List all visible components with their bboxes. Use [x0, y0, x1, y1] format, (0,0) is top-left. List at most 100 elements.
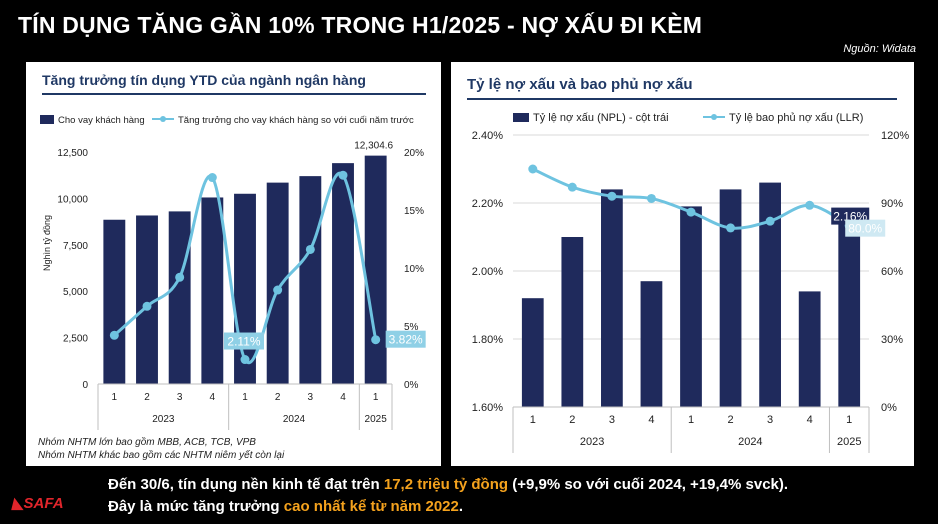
line-point-4	[646, 193, 656, 203]
bar-4	[640, 281, 663, 407]
y-tick-label: 12,500	[57, 148, 88, 159]
legend-line-label: Tăng trưởng cho vay khách hàng so với cu…	[178, 115, 414, 126]
x-tick-label: 3	[177, 392, 183, 403]
note-1: Nhóm NHTM lớn bao gồm MBB, ACB, TCB, VPB	[38, 437, 256, 448]
x-tick-label: 2	[144, 392, 150, 403]
x-tick-label: 2	[275, 392, 281, 403]
credit-growth-panel: Tăng trưởng tín dụng YTD của ngành ngân …	[26, 62, 441, 466]
line-point-3	[607, 191, 617, 201]
line-last-label: 80.0%	[848, 221, 882, 235]
bar-2	[136, 215, 158, 384]
logo-mark: ◣	[12, 495, 24, 512]
y2-tick-label: 15%	[404, 206, 424, 217]
y-tick-label: 7,500	[63, 241, 88, 252]
line-point-6	[726, 223, 736, 233]
bar-1	[103, 219, 126, 384]
group-label: 2024	[738, 436, 762, 448]
footer-line-2-b: .	[458, 498, 464, 515]
legend-bar-swatch	[40, 115, 54, 124]
x-tick-label: 1	[688, 414, 694, 426]
x-tick-label: 1	[112, 392, 118, 403]
safa-logo: ◣SAFA	[12, 494, 64, 512]
legend-bar-swatch	[513, 113, 529, 122]
line-point-9	[371, 335, 381, 345]
npl-chart: 1.60% 1.80% 2.00% 2.20% 2.40% 0% 30% 60% 90% 120%…	[472, 112, 909, 453]
line-last-label-box	[845, 219, 886, 237]
footer-line-2-a: Đây là mức tăng trưởng	[108, 498, 284, 515]
bar-last-value-label: 12,304.6	[354, 141, 393, 152]
line-point-6	[273, 285, 283, 295]
x-tick-label: 1	[373, 392, 379, 403]
bar-2	[561, 237, 584, 407]
line-point-2	[567, 182, 577, 192]
credit-growth-chart: 0 2,500 5,000 7,500 10,000 12,500 0% 5% 10% 15% 20…	[40, 115, 426, 430]
line-point-8	[805, 200, 815, 210]
chart2-title: Tỷ lệ nợ xấu và bao phủ nợ xấu	[467, 76, 693, 93]
bar-3	[601, 189, 623, 407]
footer-line-1-b: (+9,9% so với cuối 2024, +19,4% svck).	[508, 476, 789, 493]
x-tick-label: 1	[846, 414, 852, 426]
y2-tick-label: 0%	[881, 402, 897, 414]
legend-bar-label: Cho vay khách hàng	[58, 115, 145, 126]
line-point-7	[765, 216, 775, 226]
line-last-label-box	[385, 330, 426, 348]
logo-text: SAFA	[23, 495, 64, 512]
npl-panel: Tỷ lệ nợ xấu và bao phủ nợ xấu 1.60% 1.80…	[451, 62, 914, 466]
source-note: Nguồn: Widata	[843, 43, 916, 55]
footer-line-1-a: Đến 30/6, tín dụng nền kinh tế đạt trên	[108, 476, 384, 493]
y2-tick-label: 120%	[881, 130, 909, 142]
legend-bar-label: Tỷ lệ nợ xấu (NPL) - cột trái	[533, 112, 669, 124]
x-tick-label: 4	[807, 414, 813, 426]
line-low-label: 2.11%	[227, 334, 260, 348]
bar-4	[201, 197, 224, 384]
footer-line-2-highlight: cao nhất kể từ năm 2022	[283, 498, 459, 515]
y-tick-label: 2.20%	[472, 198, 503, 210]
y2-tick-label: 10%	[404, 264, 424, 275]
group-label: 2023	[152, 414, 175, 425]
x-tick-label: 3	[609, 414, 615, 426]
y-tick-label: 10,000	[57, 194, 88, 205]
line-point-1	[528, 164, 538, 174]
bar-6	[266, 182, 289, 384]
bar-9	[838, 216, 861, 407]
group-label: 2023	[580, 436, 604, 448]
footer-line-1: Đến 30/6, tín dụng nền kinh tế đạt trên …	[108, 476, 788, 493]
x-tick-label: 4	[210, 392, 216, 403]
chart1-title-underline	[42, 93, 426, 95]
y-tick-label: 1.80%	[472, 334, 503, 346]
y-tick-label: 2.00%	[472, 266, 503, 278]
line-point-5	[686, 207, 696, 217]
y-tick-label: 0	[82, 380, 88, 391]
footer-line-1-highlight: 17,2 triệu tỷ đồng	[383, 476, 509, 493]
bar-9	[364, 155, 387, 384]
line-point-1	[109, 330, 119, 340]
bar-6	[719, 189, 742, 407]
y-tick-label: 1.60%	[472, 402, 503, 414]
group-label: 2024	[283, 414, 306, 425]
bar-7	[759, 182, 781, 407]
bar-7	[299, 176, 322, 384]
line-low-label-box	[224, 332, 264, 350]
x-tick-label: 3	[767, 414, 773, 426]
bar-1	[521, 298, 544, 407]
x-tick-label: 4	[648, 414, 654, 426]
x-tick-label: 2	[727, 414, 733, 426]
group-label: 2025	[837, 436, 861, 448]
y2-tick-label: 90%	[881, 198, 903, 210]
y2-tick-label: 0%	[404, 380, 419, 391]
bar-8	[798, 291, 821, 407]
footer-line-2: Đây là mức tăng trưởng cao nhất kể từ nă…	[108, 498, 463, 515]
line-last-label: 3.82%	[389, 333, 423, 347]
line-point-4	[207, 173, 217, 183]
bar-8	[332, 163, 354, 384]
y2-tick-label: 5%	[404, 322, 419, 333]
x-tick-label: 2	[569, 414, 575, 426]
y-tick-label: 5,000	[63, 287, 88, 298]
legend-line-marker	[711, 114, 717, 120]
bar-5	[680, 206, 702, 407]
line-point-5	[240, 355, 250, 365]
page-title: TÍN DỤNG TĂNG GẦN 10% TRONG H1/2025 - NỢ…	[18, 12, 703, 38]
note-2: Nhóm NHTM khác bao gồm các NHTM niêm yết…	[38, 450, 285, 461]
group-label: 2025	[365, 414, 388, 425]
x-tick-label: 4	[340, 392, 346, 403]
